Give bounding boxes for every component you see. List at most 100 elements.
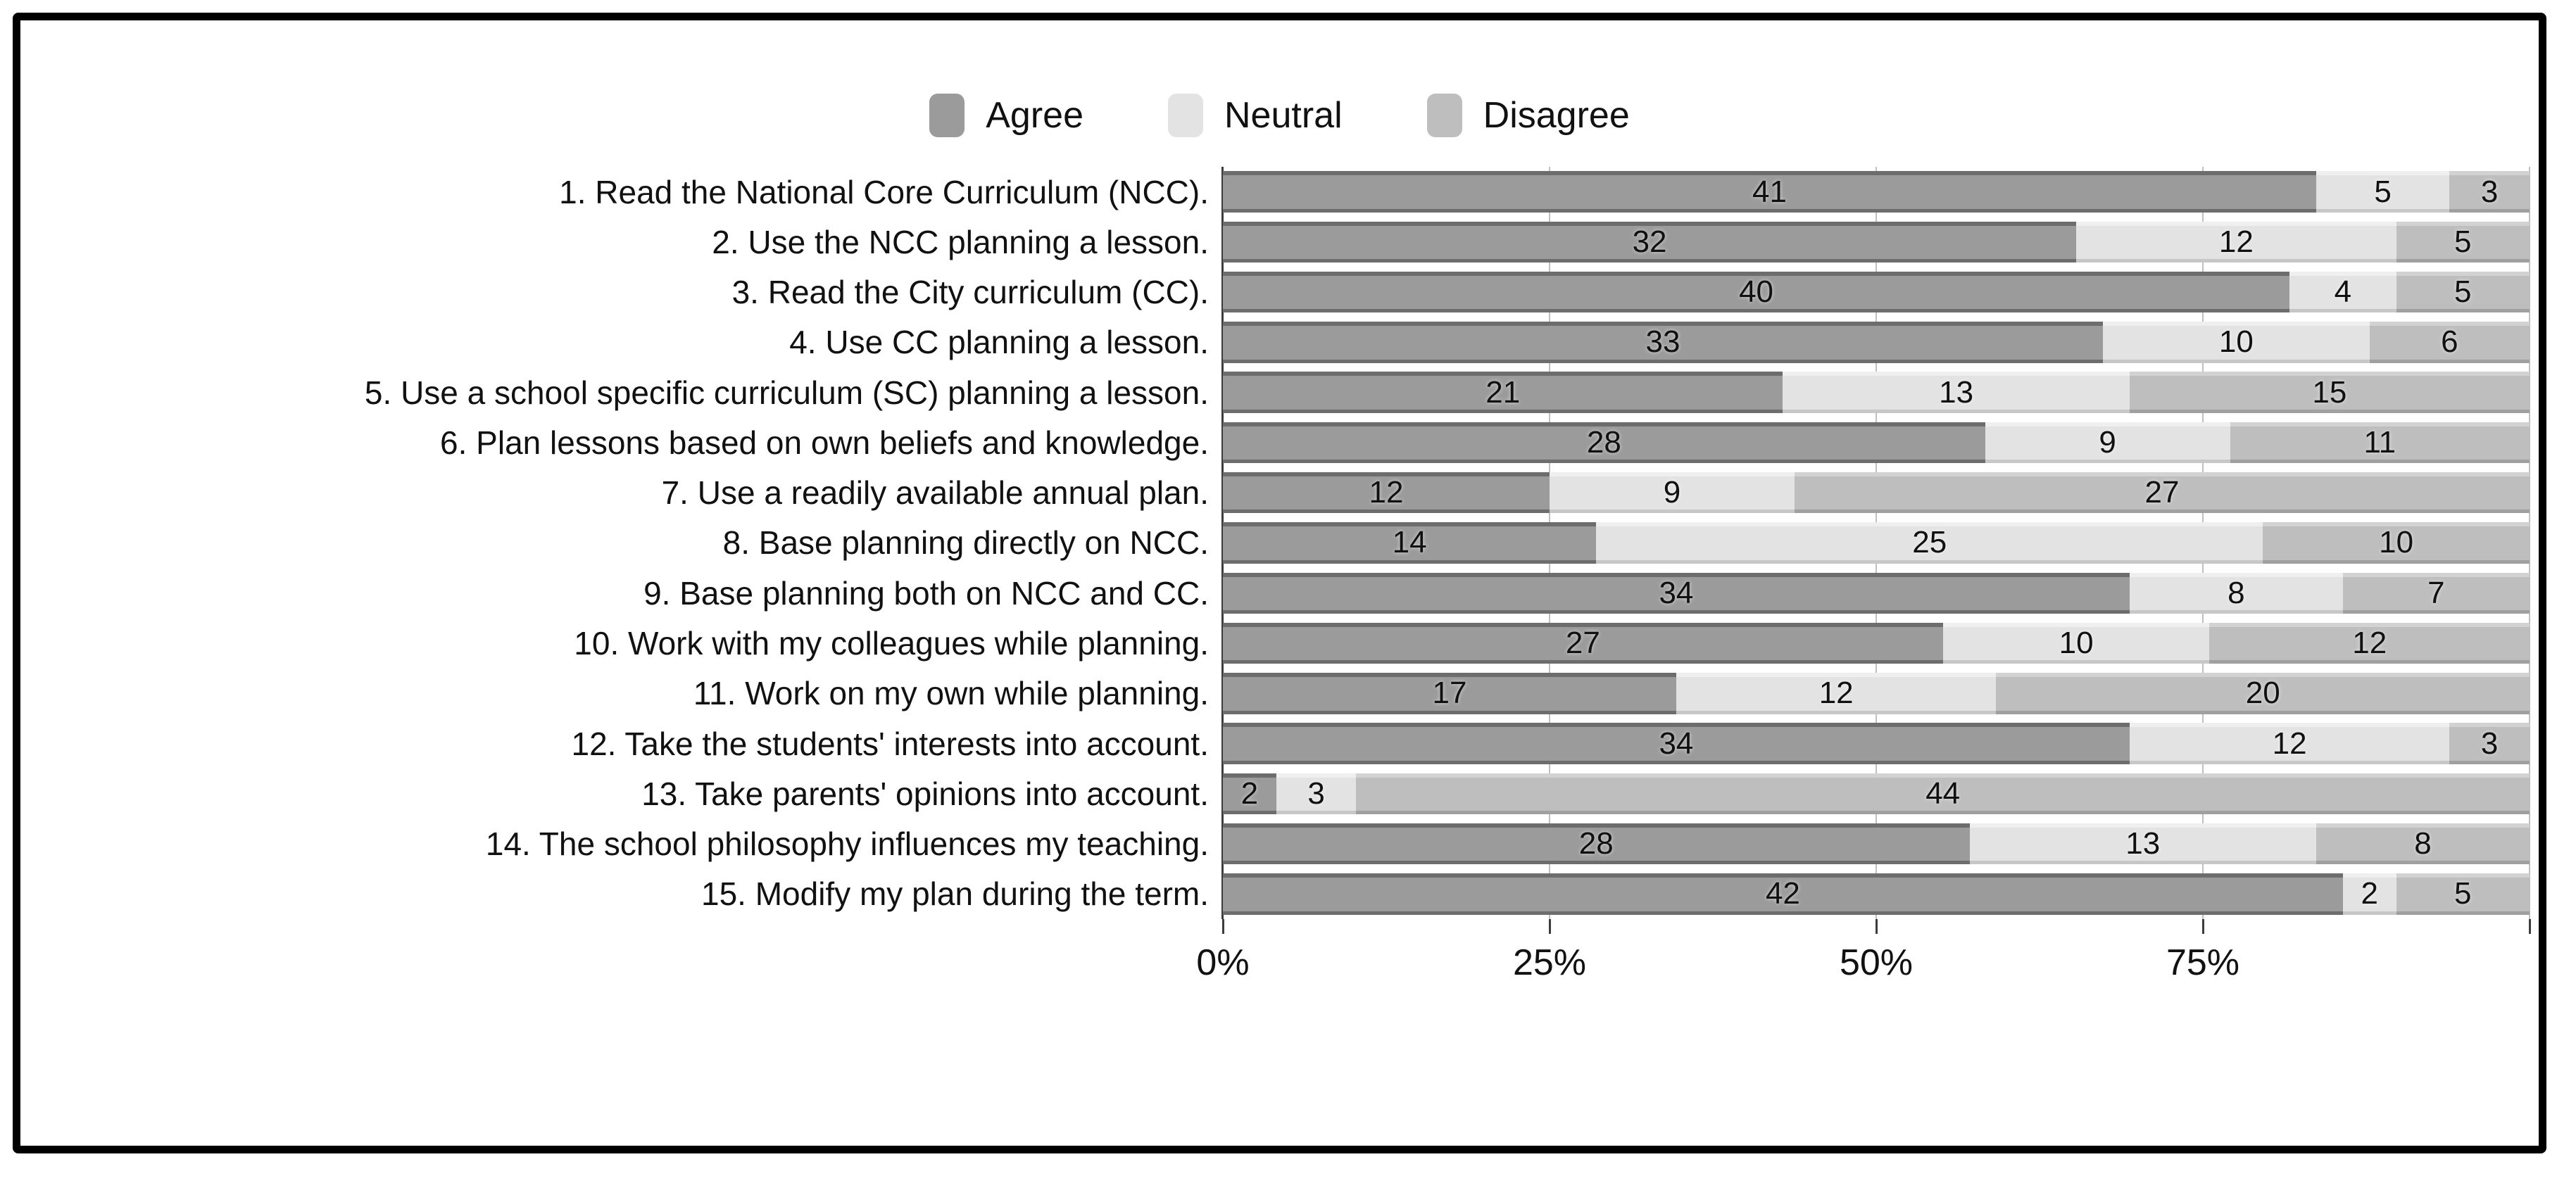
category-label: 4. Use CC planning a lesson. (789, 324, 1209, 361)
bar-value-label: 14 (1392, 525, 1427, 560)
bar-segment-neutral: 12 (1676, 673, 1997, 714)
bar-row: 11. Work on my own while planning. 17 12 20 (693, 669, 2530, 719)
stacked-bar: 17 12 20 (1223, 673, 2530, 714)
bar-value-label: 13 (1939, 374, 1974, 410)
category-label: 3. Read the City curriculum (CC). (731, 274, 1209, 311)
bar-value-label: 2 (1240, 776, 1259, 811)
bar-segment-agree: 33 (1223, 322, 2103, 363)
bar-segment-disagree: 5 (2396, 873, 2530, 915)
bar-value-label: 33 (1645, 324, 1680, 360)
bar-row: 13. Take parents' opinions into account.… (641, 768, 2530, 818)
stacked-bar: 33 10 6 (1223, 322, 2530, 363)
bar-segment-agree: 41 (1223, 171, 2316, 213)
gridline-100pct (2529, 167, 2530, 919)
bar-value-label: 5 (2374, 174, 2392, 209)
bar-segment-neutral: 25 (1596, 522, 2263, 564)
bar-segment-agree: 32 (1223, 221, 2077, 263)
stacked-bar: 40 4 5 (1223, 271, 2530, 313)
x-axis-tick-label-25pct: 25% (1512, 942, 1587, 983)
category-label: 10. Work with my colleagues while planni… (574, 625, 1209, 662)
bar-segment-disagree: 5 (2396, 221, 2530, 263)
bar-row: 1. Read the National Core Curriculum (NC… (559, 167, 2530, 217)
bar-segment-agree: 27 (1223, 622, 1943, 664)
category-label: 12. Take the students' interests into ac… (571, 725, 1210, 762)
stacked-bar: 34 8 7 (1223, 572, 2530, 614)
bar-value-label: 6 (2441, 324, 2458, 360)
bar-value-label: 42 (1765, 876, 1800, 911)
bar-segment-disagree: 15 (2129, 372, 2530, 413)
stacked-bar: 12 9 27 (1223, 472, 2530, 514)
category-label: 15. Modify my plan during the term. (701, 875, 1209, 913)
bar-row: 4. Use CC planning a lesson. 33 10 6 (789, 317, 2530, 367)
bar-value-label: 9 (2099, 424, 2116, 460)
bar-value-label: 32 (1632, 224, 1667, 259)
bar-value-label: 28 (1578, 826, 1614, 861)
bar-value-label: 44 (1925, 776, 1961, 811)
bar-value-label: 8 (2228, 575, 2245, 610)
bar-row: 14. The school philosophy influences my … (486, 818, 2530, 868)
bar-segment-disagree: 27 (1795, 472, 2530, 514)
bar-row: 2. Use the NCC planning a lesson. 32 12 5 (712, 217, 2530, 267)
legend-label-agree: Agree (986, 95, 1083, 136)
bar-segment-agree: 28 (1223, 823, 1970, 865)
bar-value-label: 17 (1432, 676, 1467, 711)
bar-segment-agree: 17 (1223, 673, 1676, 714)
category-label: 14. The school philosophy influences my … (485, 825, 1209, 863)
bar-segment-neutral: 9 (1550, 472, 1795, 514)
bar-row: 7. Use a readily available annual plan. 1… (662, 468, 2530, 518)
stacked-bar: 34 12 3 (1223, 723, 2530, 764)
bar-value-label: 3 (2480, 174, 2499, 209)
bar-value-label: 12 (1818, 676, 1854, 711)
bar-segment-agree: 28 (1223, 422, 1985, 464)
legend-label-disagree: Disagree (1483, 95, 1630, 136)
stacked-bar: 2 3 44 (1223, 773, 2530, 815)
bar-row: 5. Use a school specific curriculum (SC)… (365, 367, 2530, 417)
stacked-bar: 32 12 5 (1223, 221, 2530, 263)
bar-value-label: 4 (2334, 274, 2352, 310)
bar-segment-agree: 40 (1223, 271, 2290, 313)
bar-value-label: 40 (1739, 274, 1774, 310)
bar-segment-neutral: 12 (2076, 221, 2396, 263)
bar-segment-agree: 2 (1223, 773, 1276, 815)
bar-value-label: 10 (2379, 525, 2414, 560)
category-label: 9. Base planning both on NCC and CC. (643, 574, 1209, 612)
stacked-bar: 42 2 5 (1223, 873, 2530, 915)
bar-segment-agree: 34 (1223, 723, 2130, 764)
bar-value-label: 20 (2245, 676, 2280, 711)
stacked-bar: 14 25 10 (1223, 522, 2530, 564)
legend-swatch-agree-icon (929, 94, 965, 137)
bar-value-label: 21 (1485, 374, 1521, 410)
bar-value-label: 12 (2352, 626, 2387, 661)
category-label: 7. Use a readily available annual plan. (661, 474, 1209, 512)
bar-segment-disagree: 20 (1996, 673, 2530, 714)
category-label: 5. Use a school specific curriculum (SC)… (364, 374, 1209, 411)
bar-segment-disagree: 11 (2230, 422, 2530, 464)
bar-row: 12. Take the students' interests into ac… (572, 719, 2530, 768)
bar-value-label: 2 (2361, 876, 2378, 911)
category-label: 1. Read the National Core Curriculum (NC… (559, 173, 1209, 210)
stacked-bar: 27 10 12 (1223, 622, 2530, 664)
bar-segment-neutral: 8 (2129, 572, 2343, 614)
bar-segment-disagree: 7 (2342, 572, 2530, 614)
x-axis-tick-label-0pct: 0% (1196, 942, 1250, 983)
bar-value-label: 7 (2427, 575, 2445, 610)
bar-segment-neutral: 3 (1276, 773, 1357, 815)
bar-segment-disagree: 3 (2449, 723, 2530, 764)
legend-swatch-neutral-icon (1168, 94, 1203, 137)
bar-value-label: 27 (1565, 626, 1600, 661)
legend-swatch-disagree-icon (1426, 94, 1462, 137)
x-axis-tick-100pct (2529, 919, 2531, 934)
bar-segment-agree: 42 (1223, 873, 2343, 915)
bar-value-label: 13 (2125, 826, 2161, 861)
bar-value-label: 8 (2414, 826, 2432, 861)
stacked-bar: 21 13 15 (1223, 372, 2530, 413)
legend: Agree Neutral Disagree (20, 94, 2539, 137)
bar-segment-neutral: 12 (2129, 723, 2450, 764)
bar-segment-disagree: 10 (2263, 522, 2530, 564)
bar-value-label: 28 (1586, 424, 1621, 460)
bar-segment-disagree: 8 (2316, 823, 2530, 865)
bar-row: 3. Read the City curriculum (CC). 40 4 5 (732, 267, 2530, 317)
bar-segment-neutral: 9 (1985, 422, 2230, 464)
bar-segment-neutral: 4 (2289, 271, 2396, 313)
bar-segment-neutral: 5 (2316, 171, 2450, 213)
